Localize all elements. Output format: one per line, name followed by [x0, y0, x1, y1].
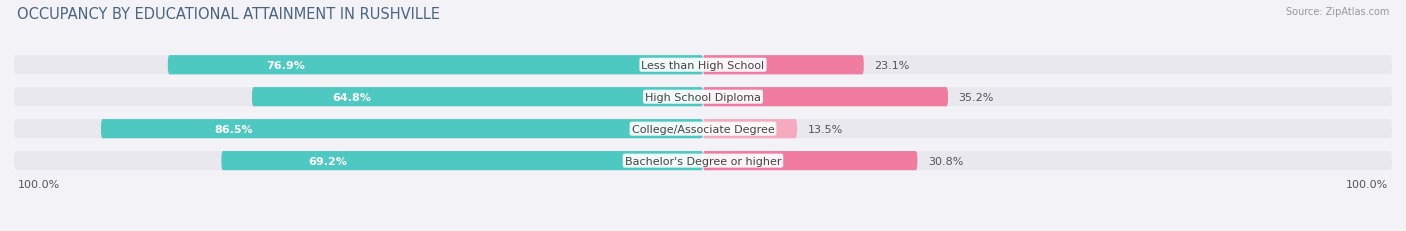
Text: 76.9%: 76.9%: [266, 61, 305, 70]
FancyBboxPatch shape: [101, 120, 703, 139]
FancyBboxPatch shape: [221, 151, 703, 170]
Text: College/Associate Degree: College/Associate Degree: [631, 124, 775, 134]
Text: Source: ZipAtlas.com: Source: ZipAtlas.com: [1285, 7, 1389, 17]
Text: 13.5%: 13.5%: [807, 124, 842, 134]
FancyBboxPatch shape: [167, 56, 703, 75]
FancyBboxPatch shape: [14, 88, 1392, 107]
Text: High School Diploma: High School Diploma: [645, 92, 761, 102]
Text: 86.5%: 86.5%: [214, 124, 253, 134]
FancyBboxPatch shape: [14, 120, 1392, 139]
Text: 30.8%: 30.8%: [928, 156, 963, 166]
Text: Bachelor's Degree or higher: Bachelor's Degree or higher: [624, 156, 782, 166]
Text: Less than High School: Less than High School: [641, 61, 765, 70]
FancyBboxPatch shape: [703, 151, 917, 170]
Text: 23.1%: 23.1%: [875, 61, 910, 70]
Text: 100.0%: 100.0%: [17, 179, 59, 189]
FancyBboxPatch shape: [252, 88, 703, 107]
FancyBboxPatch shape: [703, 120, 797, 139]
Text: 64.8%: 64.8%: [332, 92, 371, 102]
Text: 35.2%: 35.2%: [959, 92, 994, 102]
FancyBboxPatch shape: [703, 56, 863, 75]
Text: 69.2%: 69.2%: [308, 156, 347, 166]
Text: OCCUPANCY BY EDUCATIONAL ATTAINMENT IN RUSHVILLE: OCCUPANCY BY EDUCATIONAL ATTAINMENT IN R…: [17, 7, 440, 22]
FancyBboxPatch shape: [14, 56, 1392, 75]
FancyBboxPatch shape: [703, 88, 948, 107]
Text: 100.0%: 100.0%: [1347, 179, 1389, 189]
FancyBboxPatch shape: [14, 151, 1392, 170]
